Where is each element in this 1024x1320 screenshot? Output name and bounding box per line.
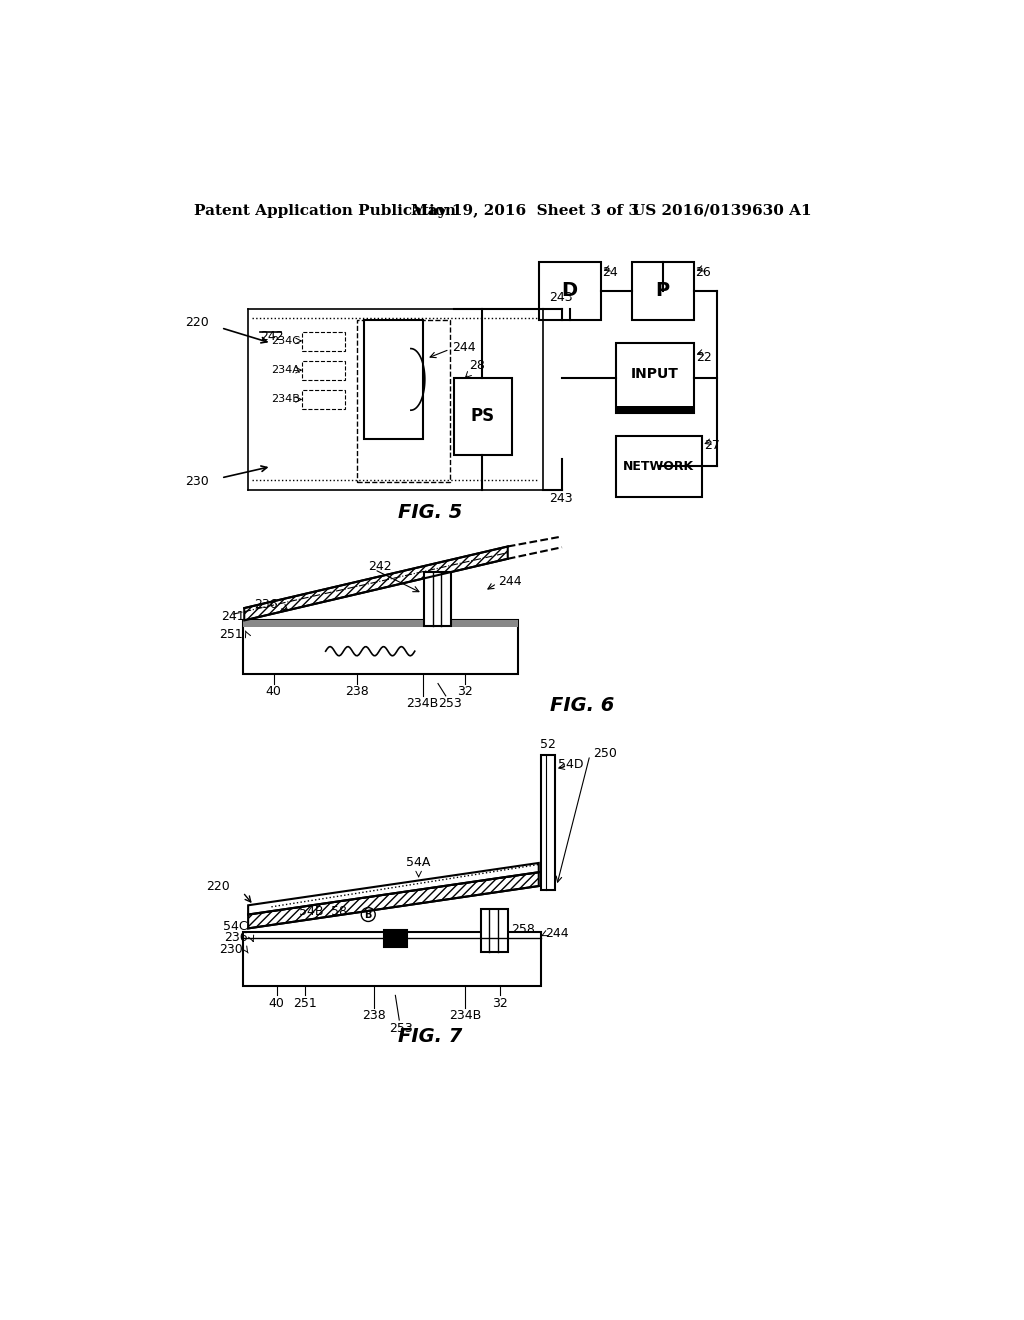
Text: 236: 236 xyxy=(224,931,248,944)
Bar xyxy=(480,909,508,952)
Text: NETWORK: NETWORK xyxy=(624,459,694,473)
Bar xyxy=(539,263,601,321)
Text: 32: 32 xyxy=(458,685,473,698)
Bar xyxy=(541,755,555,890)
Text: 242: 242 xyxy=(260,330,284,343)
Text: 24: 24 xyxy=(602,267,618,280)
Text: 243: 243 xyxy=(549,290,572,304)
Text: 238: 238 xyxy=(345,685,369,698)
Text: 234C: 234C xyxy=(271,335,300,346)
Text: 54D: 54D xyxy=(558,758,584,771)
Text: 243: 243 xyxy=(549,492,572,504)
Bar xyxy=(616,343,693,412)
Text: P: P xyxy=(655,281,670,301)
Text: 230: 230 xyxy=(219,944,243,957)
Text: 253: 253 xyxy=(389,1022,413,1035)
Polygon shape xyxy=(248,863,539,915)
Text: 22: 22 xyxy=(696,351,712,364)
Bar xyxy=(616,405,693,412)
Text: 236: 236 xyxy=(254,598,278,611)
Text: 251: 251 xyxy=(293,997,316,1010)
Text: 220: 220 xyxy=(207,879,230,892)
Text: 244: 244 xyxy=(452,341,475,354)
Text: 258: 258 xyxy=(512,924,536,936)
Text: 28: 28 xyxy=(469,359,485,372)
Text: 234B: 234B xyxy=(449,1010,481,1022)
Bar xyxy=(424,572,452,626)
Text: 54A: 54A xyxy=(407,857,431,869)
Text: 58: 58 xyxy=(331,906,347,917)
Text: FIG. 6: FIG. 6 xyxy=(550,696,614,714)
Bar xyxy=(616,436,701,498)
Text: 230: 230 xyxy=(185,475,209,488)
Text: 234B: 234B xyxy=(271,395,300,404)
Text: 234B: 234B xyxy=(407,697,438,710)
Bar xyxy=(384,929,407,946)
Text: INPUT: INPUT xyxy=(631,367,679,381)
Text: May 19, 2016  Sheet 3 of 3: May 19, 2016 Sheet 3 of 3 xyxy=(411,203,639,218)
Text: US 2016/0139630 A1: US 2016/0139630 A1 xyxy=(632,203,811,218)
Text: 244: 244 xyxy=(499,576,522,589)
Text: 220: 220 xyxy=(185,315,209,329)
Bar xyxy=(632,263,693,321)
Text: 238: 238 xyxy=(362,1010,386,1022)
Text: FIG. 7: FIG. 7 xyxy=(398,1027,463,1045)
Text: 32: 32 xyxy=(493,997,508,1010)
Bar xyxy=(365,321,423,440)
Text: 52: 52 xyxy=(540,738,556,751)
Text: 234A: 234A xyxy=(271,366,300,375)
Text: 244: 244 xyxy=(545,927,568,940)
Text: D: D xyxy=(562,281,578,301)
Bar xyxy=(243,620,518,675)
Text: 54B: 54B xyxy=(299,906,323,917)
Text: 241: 241 xyxy=(220,610,245,623)
Text: B: B xyxy=(365,909,372,920)
Bar xyxy=(454,378,512,455)
Text: 40: 40 xyxy=(269,997,285,1010)
Text: PS: PS xyxy=(470,408,495,425)
Text: 253: 253 xyxy=(437,697,462,710)
Text: 251: 251 xyxy=(219,628,243,640)
Text: 26: 26 xyxy=(695,267,711,280)
Bar xyxy=(243,932,541,986)
Text: 40: 40 xyxy=(266,685,282,698)
Bar xyxy=(243,620,518,627)
Text: 54C: 54C xyxy=(223,920,248,933)
Text: 27: 27 xyxy=(703,440,720,453)
Text: 242: 242 xyxy=(369,560,392,573)
Text: FIG. 5: FIG. 5 xyxy=(398,503,463,523)
Text: Patent Application Publication: Patent Application Publication xyxy=(194,203,456,218)
Text: 250: 250 xyxy=(593,747,616,760)
